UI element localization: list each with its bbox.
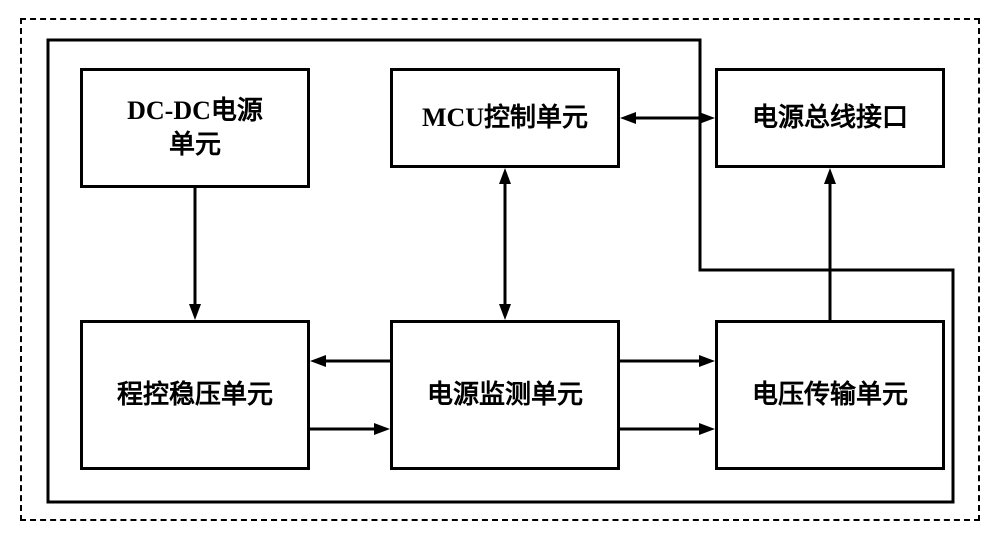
node-tx: 电压传输单元 bbox=[715, 320, 945, 470]
node-tx-label: 电压传输单元 bbox=[752, 378, 908, 412]
node-monitor-label: 电源监测单元 bbox=[427, 378, 583, 412]
node-mcu: MCU控制单元 bbox=[390, 68, 620, 168]
node-mcu-label: MCU控制单元 bbox=[422, 101, 588, 135]
node-bus: 电源总线接口 bbox=[715, 68, 945, 168]
node-dcdc-label: DC-DC电源单元 bbox=[127, 94, 263, 162]
node-reg: 程控稳压单元 bbox=[80, 320, 310, 470]
node-dcdc: DC-DC电源单元 bbox=[80, 68, 310, 188]
node-monitor: 电源监测单元 bbox=[390, 320, 620, 470]
node-reg-label: 程控稳压单元 bbox=[117, 378, 273, 412]
node-bus-label: 电源总线接口 bbox=[752, 101, 908, 135]
